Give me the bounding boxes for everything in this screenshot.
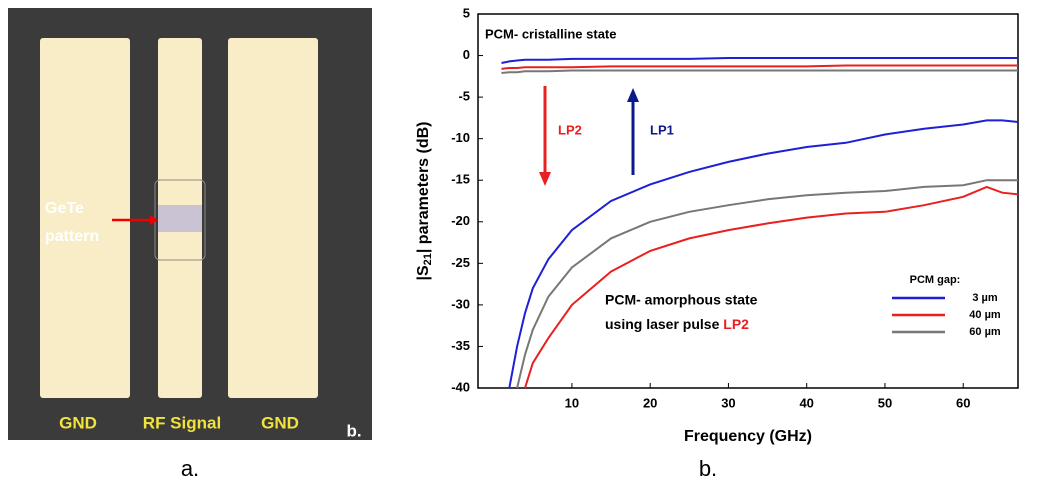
y-tick-label: -35 [451, 338, 470, 353]
legend-label: 3 µm [972, 292, 998, 304]
annotation: LP2 [558, 122, 582, 137]
y-tick-label: -10 [451, 130, 470, 145]
x-tick-label: 60 [956, 395, 970, 410]
series-line [501, 57, 1018, 64]
caption: a. [181, 456, 199, 481]
pad-label: GND [261, 413, 299, 432]
pattern-label: GeTe [45, 200, 84, 217]
corner-label: b. [346, 421, 361, 440]
pattern-label: pattern [45, 228, 99, 245]
y-tick-label: -15 [451, 172, 470, 187]
series-line [501, 64, 1018, 70]
pad-label: RF Signal [143, 413, 221, 432]
x-tick-label: 50 [878, 395, 892, 410]
y-tick-label: -5 [458, 89, 470, 104]
legend-label: 40 µm [969, 309, 1001, 321]
x-axis-label: Frequency (GHz) [684, 428, 812, 445]
y-axis-label: |S21| parameters (dB) [415, 121, 434, 280]
series-line [524, 185, 1019, 389]
arrow-head [539, 172, 551, 186]
y-tick-label: -40 [451, 379, 470, 394]
x-tick-label: 20 [643, 395, 657, 410]
annotation: using laser pulse LP2 [605, 316, 749, 332]
annotation: PCM- amorphous state [605, 292, 758, 308]
y-tick-label: 0 [463, 47, 470, 62]
gnd-pad [40, 38, 130, 398]
legend-title: PCM gap: [910, 274, 961, 286]
gete-pattern [158, 205, 202, 232]
y-tick-label: -20 [451, 213, 470, 228]
annotation: PCM- cristalline state [485, 26, 617, 41]
plot: -40 -35 -30 -25 -20 -15 -10 -5 0 5 10 20 30 40 50 60 3 µ… [451, 5, 1019, 410]
legend-label: 60 µm [969, 326, 1001, 338]
series-line [501, 69, 1018, 74]
plot-frame [477, 13, 1019, 389]
x-tick-label: 40 [799, 395, 813, 410]
caption: b. [699, 456, 717, 481]
x-tick-label: 10 [565, 395, 579, 410]
annotation: LP1 [650, 122, 674, 137]
series-line [516, 179, 1018, 389]
arrow-head [627, 88, 639, 102]
x-tick-label: 30 [721, 395, 735, 410]
pad-label: GND [59, 413, 97, 432]
series-line [508, 119, 1019, 389]
y-tick-label: -30 [451, 296, 470, 311]
gnd-pad [228, 38, 318, 398]
y-tick-label: -25 [451, 255, 470, 270]
y-tick-label: 5 [463, 5, 470, 20]
arrow-head [150, 215, 158, 225]
